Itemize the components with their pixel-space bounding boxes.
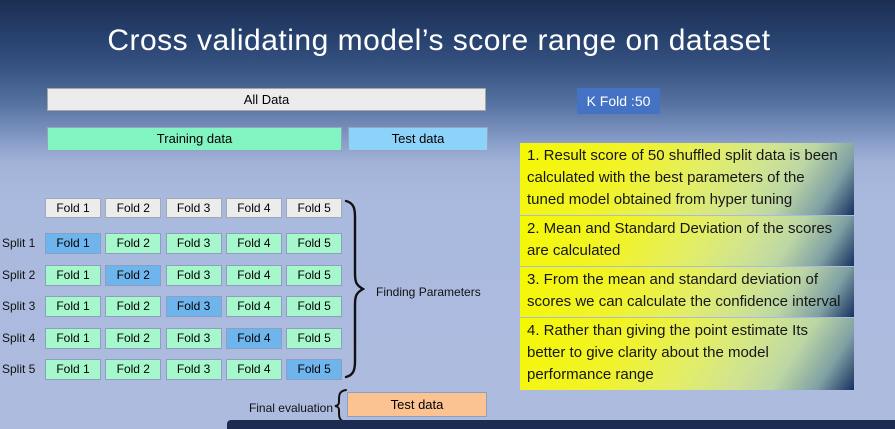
fold-cell-highlighted: Fold 5: [286, 359, 343, 380]
note-item: 3. From the mean and standard deviation …: [520, 267, 854, 317]
fold-header-row: Fold 1 Fold 2 Fold 3 Fold 4 Fold 5: [45, 198, 343, 218]
fold-header-cell: Fold 3: [165, 198, 222, 218]
split-row: Split 3 Fold 1 Fold 2 Fold 3 Fold 4 Fold 5: [2, 296, 343, 317]
note-item: 4. Rather than giving the point estimate…: [520, 318, 854, 390]
split-row: Split 1 Fold 1 Fold 2 Fold 3 Fold 4 Fold 5: [2, 233, 343, 254]
fold-cell-highlighted: Fold 3: [165, 296, 222, 317]
fold-cell: Fold 3: [165, 233, 222, 254]
fold-header-cell: Fold 2: [105, 198, 162, 218]
fold-cell-highlighted: Fold 2: [105, 264, 162, 286]
kfold-badge: K Fold :50: [577, 88, 660, 114]
fold-cell: Fold 2: [105, 327, 162, 349]
fold-cell: Fold 3: [165, 359, 222, 380]
all-data-bar: All Data: [47, 88, 486, 111]
finding-parameters-label: Finding Parameters: [376, 285, 481, 299]
split-label: Split 5: [2, 362, 36, 376]
fold-cell: Fold 4: [225, 264, 282, 286]
fold-cell: Fold 3: [165, 264, 222, 286]
fold-cell: Fold 1: [45, 359, 101, 380]
fold-header-cell: Fold 4: [225, 198, 282, 218]
fold-cell: Fold 4: [225, 359, 282, 380]
fold-cell: Fold 5: [286, 233, 343, 254]
split-label: Split 2: [2, 267, 36, 282]
final-evaluation-brace-icon: [334, 388, 348, 429]
fold-cell: Fold 2: [105, 233, 162, 254]
final-evaluation-label: Final evaluation: [248, 401, 333, 415]
training-data-bar: Training data: [47, 127, 342, 151]
fold-cell: Fold 5: [286, 296, 343, 317]
split-label: Split 3: [2, 299, 36, 313]
note-item: 1. Result score of 50 shuffled split dat…: [520, 143, 854, 215]
split-row: Split 2 Fold 1 Fold 2 Fold 3 Fold 4 Fold 5: [2, 264, 343, 286]
split-label: Split 1: [2, 236, 36, 250]
split-row: Split 5 Fold 1 Fold 2 Fold 3 Fold 4 Fold 5: [2, 359, 343, 380]
fold-cell-highlighted: Fold 1: [45, 233, 101, 254]
final-test-data-box: Test data: [347, 392, 487, 417]
bottom-accent-bar: [227, 420, 895, 429]
fold-header-cell: Fold 1: [45, 198, 101, 218]
page-title: Cross validating model’s score range on …: [107, 24, 771, 57]
fold-cell: Fold 3: [165, 327, 222, 349]
fold-cell: Fold 4: [225, 296, 282, 317]
fold-cell: Fold 1: [45, 296, 101, 317]
fold-header-cell: Fold 5: [286, 198, 343, 218]
fold-cell: Fold 5: [286, 264, 343, 286]
fold-cell: Fold 1: [45, 264, 101, 286]
notes-panel: 1. Result score of 50 shuffled split dat…: [520, 143, 854, 391]
note-item: 2. Mean and Standard Deviation of the sc…: [520, 216, 854, 266]
split-label: Split 4: [2, 330, 36, 345]
fold-cell: Fold 1: [45, 327, 101, 349]
fold-cell: Fold 5: [286, 327, 343, 349]
fold-cell: Fold 2: [105, 296, 162, 317]
test-data-bar: Test data: [348, 127, 488, 151]
finding-parameters-brace-icon: [343, 199, 366, 384]
fold-cell-highlighted: Fold 4: [225, 327, 282, 349]
fold-cell: Fold 2: [105, 359, 162, 380]
fold-cell: Fold 4: [225, 233, 282, 254]
split-row: Split 4 Fold 1 Fold 2 Fold 3 Fold 4 Fold 5: [2, 327, 343, 349]
